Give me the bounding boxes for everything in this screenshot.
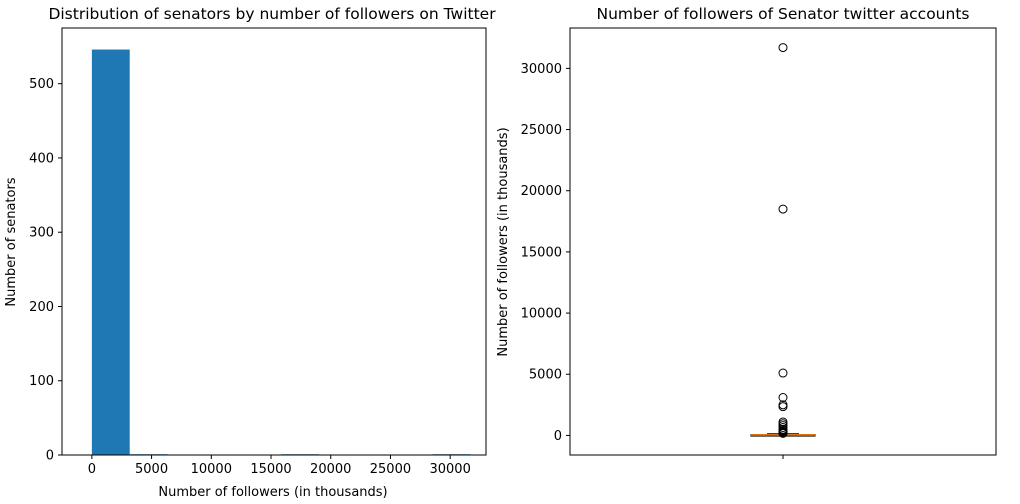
histogram-y-tick-label: 500 [29, 77, 54, 92]
boxplot-y-tick-label: 15000 [521, 245, 562, 260]
boxplot-chart: Number of followers of Senator twitter a… [496, 5, 997, 459]
boxplot-title: Number of followers of Senator twitter a… [597, 5, 970, 23]
histogram-x-axis-label: Number of followers (in thousands) [158, 485, 387, 500]
boxplot-y-axis-label: Number of followers (in thousands) [496, 127, 511, 356]
histogram-chart: Distribution of senators by number of fo… [4, 5, 496, 500]
boxplot-y-tick-label: 30000 [521, 62, 562, 77]
histogram-x-tick-label: 30000 [429, 462, 470, 477]
histogram-x-tick-label: 10000 [191, 462, 232, 477]
boxplot-y-tick-label: 20000 [521, 184, 562, 199]
histogram-y-tick-label: 300 [29, 226, 54, 241]
histogram-x-tick-label: 5000 [135, 462, 168, 477]
boxplot-marks [750, 43, 816, 438]
boxplot-y-ticks: 0 5000 10000 15000 20000 25000 30000 [521, 62, 570, 444]
histogram-y-ticks: 0 100 200 300 400 500 [29, 77, 62, 464]
boxplot-outlier [778, 428, 788, 438]
boxplot-y-tick-label: 5000 [529, 368, 562, 383]
boxplot-y-tick-label: 25000 [521, 123, 562, 138]
histogram-y-axis-label: Number of senators [4, 177, 19, 306]
histogram-bars [91, 49, 471, 456]
histogram-y-tick-label: 0 [46, 449, 54, 464]
histogram-title: Distribution of senators by number of fo… [48, 5, 496, 23]
histogram-x-tick-label: 0 [88, 462, 96, 477]
boxplot-outlier [778, 368, 788, 378]
histogram-x-tick-label: 15000 [250, 462, 291, 477]
histogram-y-tick-label: 100 [29, 374, 54, 389]
histogram-y-tick-label: 400 [29, 151, 54, 166]
boxplot-outlier [778, 392, 788, 402]
histogram-x-tick-label: 20000 [310, 462, 351, 477]
boxplot-plot-frame [569, 27, 997, 456]
histogram-plot-frame [61, 27, 487, 456]
boxplot-y-tick-label: 10000 [521, 307, 562, 322]
histogram-x-tick-label: 25000 [370, 462, 411, 477]
boxplot-outlier [778, 43, 788, 53]
boxplot-y-tick-label: 0 [554, 429, 562, 444]
boxplot-outlier [778, 400, 788, 410]
histogram-y-tick-label: 200 [29, 300, 54, 315]
histogram-x-ticks: 0 5000 10000 15000 20000 25000 30000 [88, 455, 471, 477]
boxplot-outlier [778, 204, 788, 214]
boxplot-outlier [778, 402, 788, 412]
histogram-bar [91, 49, 130, 456]
